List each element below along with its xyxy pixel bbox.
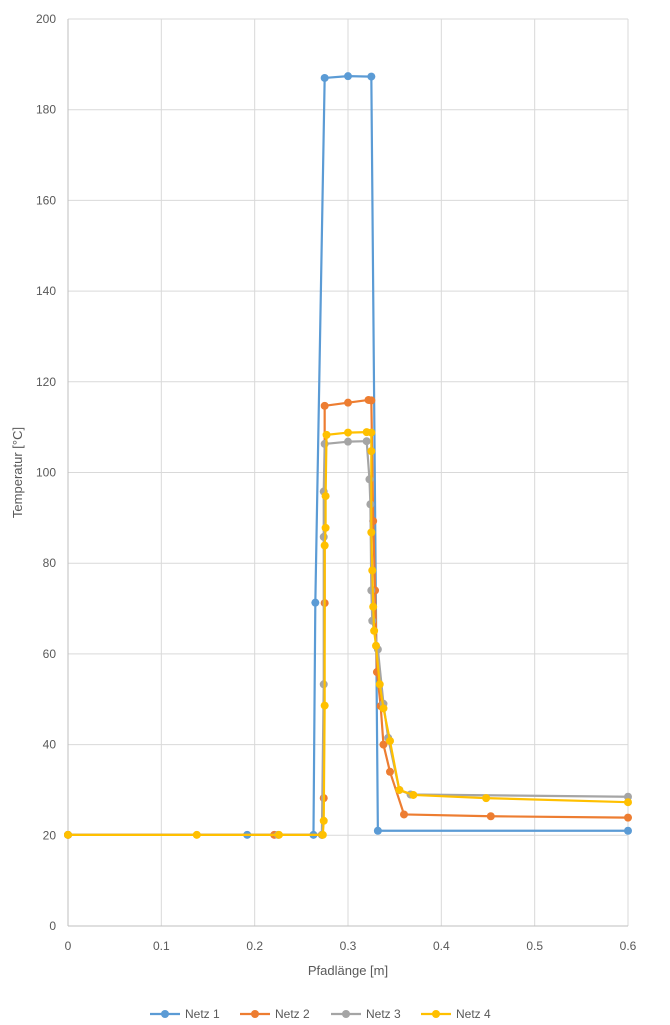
legend-marker-netz-1: [161, 1010, 169, 1018]
data-point-netz-2: [320, 401, 329, 410]
legend-label-netz-3: Netz 3: [366, 1007, 401, 1021]
y-tick-label: 200: [36, 12, 56, 26]
data-point-netz-4: [386, 736, 394, 745]
data-point-netz-4: [379, 704, 388, 713]
data-point-netz-4: [274, 830, 283, 839]
data-point-netz-4: [64, 830, 72, 839]
y-tick-label: 120: [36, 375, 56, 389]
y-tick-label: 20: [43, 828, 57, 842]
data-point-netz-3: [368, 616, 377, 625]
y-tick-label: 140: [36, 284, 56, 298]
data-point-netz-2: [386, 767, 394, 776]
x-tick-label: 0.2: [246, 939, 263, 953]
data-point-netz-2: [400, 810, 408, 819]
y-tick-label: 160: [36, 193, 56, 207]
data-point-netz-1: [624, 826, 632, 835]
legend: Netz 1 Netz 2 Netz 3 Netz 4: [150, 1007, 491, 1021]
axes: [67, 19, 628, 927]
y-tick-label: 60: [43, 647, 57, 661]
x-tick-label: 0.4: [433, 939, 450, 953]
data-point-netz-4: [624, 798, 632, 807]
data-point-netz-2: [344, 398, 352, 407]
legend-marker-netz-3: [342, 1010, 350, 1018]
data-point-netz-4: [319, 816, 328, 825]
data-point-netz-2: [379, 740, 388, 749]
legend-marker-netz-4: [432, 1010, 440, 1018]
data-point-netz-4: [368, 566, 377, 575]
legend-item-netz-1: Netz 1: [150, 1007, 220, 1021]
data-point-netz-3: [319, 532, 328, 541]
data-point-netz-1: [344, 72, 352, 81]
data-point-netz-4: [322, 430, 331, 439]
y-tick-label: 40: [43, 738, 57, 752]
legend-item-netz-3: Netz 3: [331, 1007, 401, 1021]
data-point-netz-2: [624, 813, 632, 822]
data-point-netz-4: [395, 785, 404, 794]
plot-area: [64, 72, 632, 839]
data-point-netz-4: [409, 790, 418, 799]
data-point-netz-4: [192, 830, 201, 839]
data-point-netz-3: [362, 437, 371, 446]
legend-marker-netz-2: [251, 1010, 259, 1018]
legend-label-netz-4: Netz 4: [456, 1007, 491, 1021]
x-tick-label: 0: [65, 939, 72, 953]
data-point-netz-4: [369, 602, 378, 611]
x-axis-title: Pfadlänge [m]: [308, 963, 388, 978]
legend-item-netz-4: Netz 4: [421, 1007, 491, 1021]
data-point-netz-4: [320, 701, 329, 710]
data-point-netz-4: [367, 528, 376, 537]
data-point-netz-1: [311, 598, 320, 607]
y-tick-label: 0: [49, 919, 56, 933]
data-point-netz-2: [486, 812, 495, 821]
x-tick-label: 0.3: [340, 939, 357, 953]
y-tick-label: 180: [36, 103, 56, 117]
x-tick-label: 0.6: [620, 939, 637, 953]
data-point-netz-1: [373, 826, 382, 835]
data-point-netz-4: [370, 626, 379, 635]
data-point-netz-4: [344, 428, 352, 437]
data-point-netz-4: [320, 541, 329, 550]
gridlines: [67, 18, 629, 927]
data-point-netz-4: [367, 447, 376, 456]
data-point-netz-3: [367, 586, 376, 595]
data-point-netz-4: [372, 641, 380, 650]
series-line-netz-4: [68, 431, 629, 836]
series-netz-4: [64, 428, 632, 839]
legend-item-netz-2: Netz 2: [240, 1007, 310, 1021]
data-point-netz-4: [318, 830, 327, 839]
legend-label-netz-2: Netz 2: [275, 1007, 310, 1021]
y-tick-label: 100: [36, 466, 56, 480]
x-tick-label: 0.5: [526, 939, 543, 953]
data-point-netz-4: [321, 492, 330, 501]
data-point-netz-2: [367, 396, 376, 405]
data-point-netz-3: [344, 437, 352, 446]
legend-label-netz-1: Netz 1: [185, 1007, 220, 1021]
data-point-netz-1: [320, 73, 329, 82]
data-point-netz-4: [375, 680, 384, 689]
x-tick-label: 0.1: [153, 939, 170, 953]
data-point-netz-1: [367, 72, 376, 81]
data-point-netz-4: [321, 523, 330, 532]
data-point-netz-4: [367, 428, 376, 437]
y-tick-label: 80: [43, 556, 57, 570]
data-point-netz-4: [482, 794, 491, 803]
tick-labels: 0 20 40 60 80 100 120 140 160 180 200 0 0.1 0.2 0.3 0.4…: [36, 12, 637, 953]
y-axis-title: Temperatur [°C]: [10, 427, 25, 518]
